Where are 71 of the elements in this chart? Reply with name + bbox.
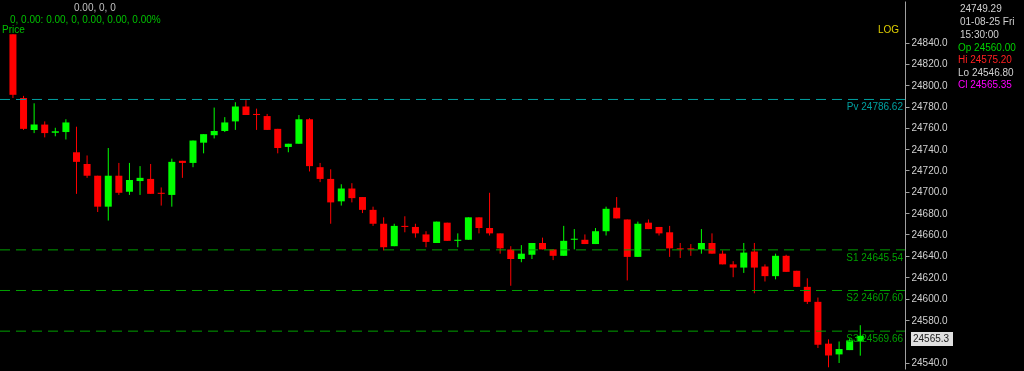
ref-line-label: S1 24645.54 [846,251,904,263]
text: Op 24560.00 [958,42,1017,53]
candlestick [401,215,409,233]
candlestick [581,233,589,245]
candlestick [570,228,578,250]
candlestick [30,102,38,134]
y-tick-label: 24660.0 [911,228,949,240]
y-tick-label: 24740.0 [911,143,949,155]
candlestick [125,162,133,196]
y-tick-label: 24840.0 [911,37,949,49]
y-tick-label: 24700.0 [911,186,949,198]
candlestick [316,162,324,183]
candlestick [602,206,610,236]
candlestick [231,101,239,131]
candlestick [422,230,430,248]
candlestick [507,245,515,287]
candlestick [740,242,748,274]
candlestick [72,126,80,195]
ref-line-label: S2 24607.60 [846,292,904,304]
text: 24565.3 [913,333,950,344]
candlestick [486,192,494,236]
y-tick-label: 24720.0 [911,164,949,176]
candlestick [189,140,197,168]
candlestick [200,133,208,154]
y-tick-label: 24640.0 [911,250,949,262]
text: Lo 24546.80 [958,67,1015,78]
y-tick-label: 24620.0 [911,271,949,283]
candlestick [380,216,388,251]
y-tick-label: 24760.0 [911,122,949,134]
annotation: Price [2,24,26,35]
candlestick [83,154,91,179]
annotation: 0, 0.00: 0.00, 0, 0.00, 0.00, 0.00% [10,14,161,25]
candlestick [666,225,674,258]
y-tick-label: 24780.0 [911,101,949,112]
candlestick [697,228,705,255]
y-tick-label: 24600.0 [911,293,949,305]
text: Cl 24565.35 [958,79,1013,90]
ref-line-label: Pv 24786.62 [846,101,904,113]
y-tick-label: 24680.0 [911,207,949,219]
y-tick-label: 24800.0 [911,79,949,91]
candlestick [803,277,811,305]
candlestick [348,182,356,203]
candlestick [253,108,261,131]
candlestick [147,163,155,195]
y-tick-label: 24540.0 [911,357,949,369]
candlestick [210,107,218,139]
y-tick-label: 24820.0 [911,58,949,70]
text: Hi 24575.20 [958,54,1013,65]
y-tick-label: 24580.0 [911,314,949,326]
text: 24749.29 [960,3,1003,14]
candlestick [496,232,504,255]
candlestick [454,232,462,248]
candlestick [835,341,843,364]
text: 01-08-25 Fri [960,16,1015,27]
candlestick [761,263,769,282]
text: 15:30:00 [960,29,1000,40]
candlestick [464,216,472,241]
candlestick [772,253,780,280]
candlestick [369,206,377,227]
candlestick [157,186,165,207]
candlestick [337,183,345,207]
candlestick [750,242,758,294]
candlestick [115,162,123,196]
candlestick [825,338,833,368]
annotation: 0.00, 0, 0 [74,2,117,13]
candlestick [274,128,282,154]
candlestick [327,168,335,225]
candlestick [136,165,144,196]
candlestick [62,118,70,140]
text: LOG [877,24,900,35]
candlestick [242,99,250,116]
